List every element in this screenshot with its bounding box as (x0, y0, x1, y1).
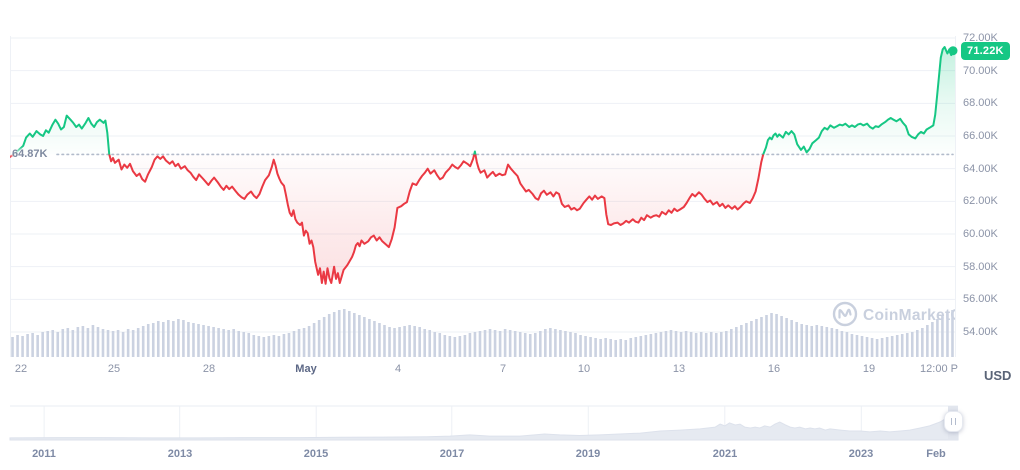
navigator-year-label: 2017 (439, 448, 465, 460)
x-axis-tick: 16 (767, 363, 781, 375)
price-line-up (11, 46, 955, 155)
y-axis-tick: 68.00K (963, 97, 998, 109)
last-price-dot (948, 46, 958, 56)
x-axis-tick: 12:00 P (920, 363, 958, 375)
y-axis-tick: 56.00K (963, 293, 998, 305)
y-axis-tick: 64.00K (963, 163, 998, 175)
y-axis-tick: 66.00K (963, 130, 998, 142)
navigator-year-label: 2013 (167, 448, 193, 460)
currency-label: USD (984, 368, 1012, 383)
grid (10, 36, 956, 357)
y-axis-tick: 72.00K (963, 32, 998, 44)
y-axis-tick: 62.00K (963, 195, 998, 207)
x-axis-tick: 28 (202, 363, 216, 375)
y-axis-tick: 60.00K (963, 228, 998, 240)
y-axis-tick: 54.00K (963, 326, 998, 338)
current-price-badge: 71.22K (961, 42, 1010, 60)
navigator-year-label: 2023 (848, 448, 874, 460)
navigator-handle[interactable] (944, 411, 963, 432)
y-axis-tick: 58.00K (963, 261, 998, 273)
navigator-year-label: 2011 (32, 448, 56, 460)
price-area-down (10, 154, 955, 284)
x-axis-tick: 10 (577, 363, 591, 375)
baseline-price-label: 64.87K (12, 148, 48, 160)
coinmarketcap-logo-icon (832, 301, 858, 327)
coinmarketcap-watermark: CoinMarketCap (832, 301, 981, 327)
navigator-year-label: 2021 (712, 448, 738, 460)
navigator-area (9, 415, 959, 441)
x-axis-tick: 19 (862, 363, 876, 375)
x-axis-tick: 25 (107, 363, 121, 375)
y-axis-tick: 70.00K (963, 65, 998, 77)
price-chart-canvas[interactable]: CoinMarketCap (0, 0, 1020, 400)
x-axis-tick: 4 (394, 363, 402, 375)
navigator-year-label: 2019 (575, 448, 601, 460)
x-axis-tick: May (295, 363, 317, 375)
x-axis-tick: 7 (499, 363, 507, 375)
x-axis-tick: 22 (14, 363, 28, 375)
navigator-year-label: 2015 (303, 448, 329, 460)
x-axis-tick: 13 (672, 363, 686, 375)
volume-bars (11, 309, 954, 357)
navigator-year-label: Feb (926, 448, 946, 460)
svg-text:CoinMarketCap: CoinMarketCap (863, 307, 981, 324)
price-line-down (10, 154, 765, 285)
x-axis: 22 25 28 May 4 7 10 13 16 19 12:00 P (0, 362, 958, 378)
